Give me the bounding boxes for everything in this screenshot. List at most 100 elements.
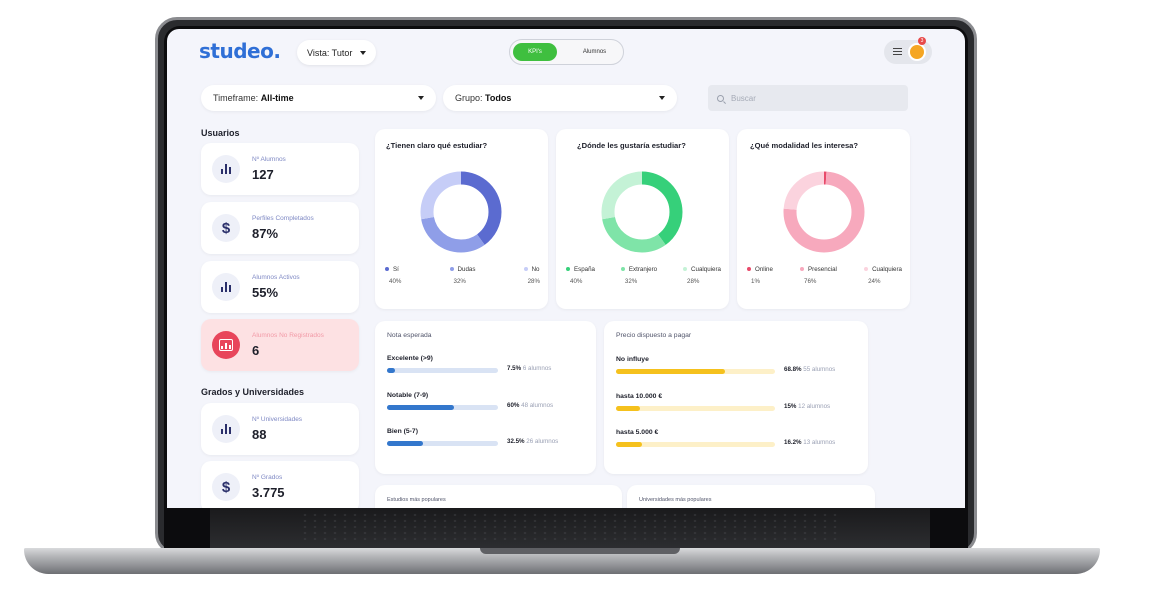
donut-chart (601, 171, 683, 253)
chevron-down-icon (418, 96, 424, 100)
progress-track (387, 441, 498, 446)
stat-value: 6 (252, 343, 260, 358)
row-label: hasta 10.000 € (616, 393, 663, 400)
nota-esperada-card: Nota esperada Excelente (>9) 7.5% 6 alum… (375, 321, 596, 474)
legend-item: Dudas 32% (449, 266, 475, 285)
estudios-populares-card: Estudios más populares (375, 485, 622, 508)
row-value: 68.8% 55 alumnos (784, 366, 836, 373)
stat-card-universidades[interactable]: Nº Universidades 88 (201, 403, 359, 455)
card-title: Precio dispuesto a pagar (616, 332, 692, 339)
progress-fill (387, 368, 396, 373)
row-value: 7.5% 6 alumnos (507, 365, 552, 372)
row-label: No influye (616, 356, 649, 363)
stat-label: Nº Universidades (252, 416, 303, 423)
search-placeholder: Buscar (731, 93, 756, 103)
search-icon (717, 94, 724, 102)
donut-card-claro: ¿Tienen claro qué estudiar? Sí 40% Dudas 3… (375, 129, 548, 309)
row-label: Notable (7-9) (387, 392, 429, 399)
timeframe-select[interactable]: Timeframe: All-time (201, 85, 436, 111)
legend-item: Cualquiera 28% (683, 266, 721, 285)
dashboard-screen: studeo. Vista: Tutor KPI's Alumnos 3 Tim… (167, 29, 965, 508)
progress-track (616, 369, 775, 374)
timeframe-label: Timeframe: (213, 93, 259, 103)
legend-item: Extranjero 32% (620, 266, 657, 285)
stat-label: Alumnos Activos (252, 274, 300, 281)
donut-slice-dudas (420, 171, 502, 253)
bar-chart-icon (212, 273, 240, 301)
row-value: 15% 12 alumnos (784, 403, 831, 410)
donut-question: ¿Dónde les gustaría estudiar? (577, 141, 686, 150)
stat-value: 3.775 (252, 485, 285, 500)
progress-track (387, 405, 498, 410)
stat-value: 88 (252, 427, 267, 442)
menu-button[interactable]: 3 (884, 37, 932, 64)
kpi-alumnos-toggle[interactable]: KPI's Alumnos (509, 39, 624, 65)
progress-fill (616, 369, 726, 374)
dollar-icon: $ (212, 473, 240, 501)
stat-value: 55% (252, 285, 279, 300)
progress-fill (387, 441, 424, 446)
legend-item: Sí 40% (385, 266, 401, 285)
progress-fill (616, 442, 642, 447)
view-select[interactable]: Vista: Tutor (297, 40, 377, 65)
timeframe-value: All-time (260, 93, 294, 103)
group-value: Todos (485, 93, 512, 103)
stat-label: Alumnos No Registrados (252, 332, 324, 339)
row-value: 16.2% 13 alumnos (784, 439, 836, 446)
progress-track (616, 406, 775, 411)
card-title: Nota esperada (387, 332, 432, 339)
stat-value: 87% (252, 226, 279, 241)
donut-chart (420, 171, 502, 253)
donut-chart (783, 171, 865, 253)
keyboard (210, 508, 930, 550)
progress-fill (387, 405, 454, 410)
toggle-kpis[interactable]: KPI's (513, 43, 557, 61)
legend-item: España 40% (566, 266, 595, 285)
nota-row: Excelente (>9) 7.5% 6 alumnos (387, 355, 586, 379)
legend-item: Presencial 76% (800, 266, 837, 285)
studeo-logo[interactable]: studeo. (199, 39, 281, 63)
card-title: Estudios más populares (387, 497, 446, 503)
dollar-icon: $ (212, 214, 240, 242)
group-select[interactable]: Grupo: Todos (443, 85, 677, 111)
notification-badge: 3 (918, 37, 926, 45)
precio-row: hasta 5.000 € 16.2% 13 alumnos (616, 429, 858, 453)
donut-question: ¿Qué modalidad les interesa? (750, 141, 859, 150)
nota-row: Notable (7-9) 60% 48 alumnos (387, 392, 586, 416)
chevron-down-icon (659, 96, 665, 100)
bar-chart-icon (212, 155, 240, 183)
progress-track (387, 368, 498, 373)
progress-fill (616, 406, 640, 411)
toggle-alumnos[interactable]: Alumnos (582, 49, 607, 55)
donut-card-modalidad: ¿Qué modalidad les interesa? Online 1% Pr… (737, 129, 910, 309)
chart-box-icon (212, 331, 240, 359)
avatar[interactable] (908, 43, 926, 61)
donut-legend: España 40% Extranjero 32% Cualquiera 28% (566, 266, 721, 285)
stat-card-activos[interactable]: Alumnos Activos 55% (201, 261, 359, 313)
stat-card-no-registrados[interactable]: Alumnos No Registrados 6 (201, 319, 359, 371)
donut-legend: Sí 40% Dudas 32% No 28% (385, 266, 540, 285)
stat-label: Nº Alumnos (252, 156, 286, 163)
stat-value: 127 (252, 167, 274, 182)
group-label: Grupo: (455, 93, 483, 103)
donut-slice-no (420, 171, 502, 253)
universidades-populares-card: Universidades más populares (627, 485, 875, 508)
hamburger-icon (893, 48, 902, 55)
donut-legend: Online 1% Presencial 76% Cualquiera 24% (747, 266, 902, 285)
usuarios-title: Usuarios (201, 128, 240, 138)
donut-slice-presencial (783, 171, 865, 253)
donut-slice-extranjero (601, 171, 683, 253)
row-label: Bien (5-7) (387, 428, 418, 435)
donut-slice-cualquiera (601, 171, 683, 253)
precio-card: Precio dispuesto a pagar No influye 68.8… (604, 321, 868, 474)
stat-card-grados[interactable]: $ Nº Grados 3.775 (201, 461, 359, 508)
chevron-down-icon (360, 50, 367, 55)
legend-item: Cualquiera 24% (864, 266, 902, 285)
stat-card-perfiles[interactable]: $ Perfiles Completados 87% (201, 202, 359, 254)
laptop-notch (480, 548, 680, 554)
stat-card-alumnos[interactable]: Nº Alumnos 127 (201, 143, 359, 195)
nota-row: Bien (5-7) 32.5% 26 alumnos (387, 428, 586, 452)
progress-track (616, 442, 775, 447)
search-input[interactable]: Buscar (708, 85, 908, 111)
row-value: 32.5% 26 alumnos (507, 438, 559, 445)
